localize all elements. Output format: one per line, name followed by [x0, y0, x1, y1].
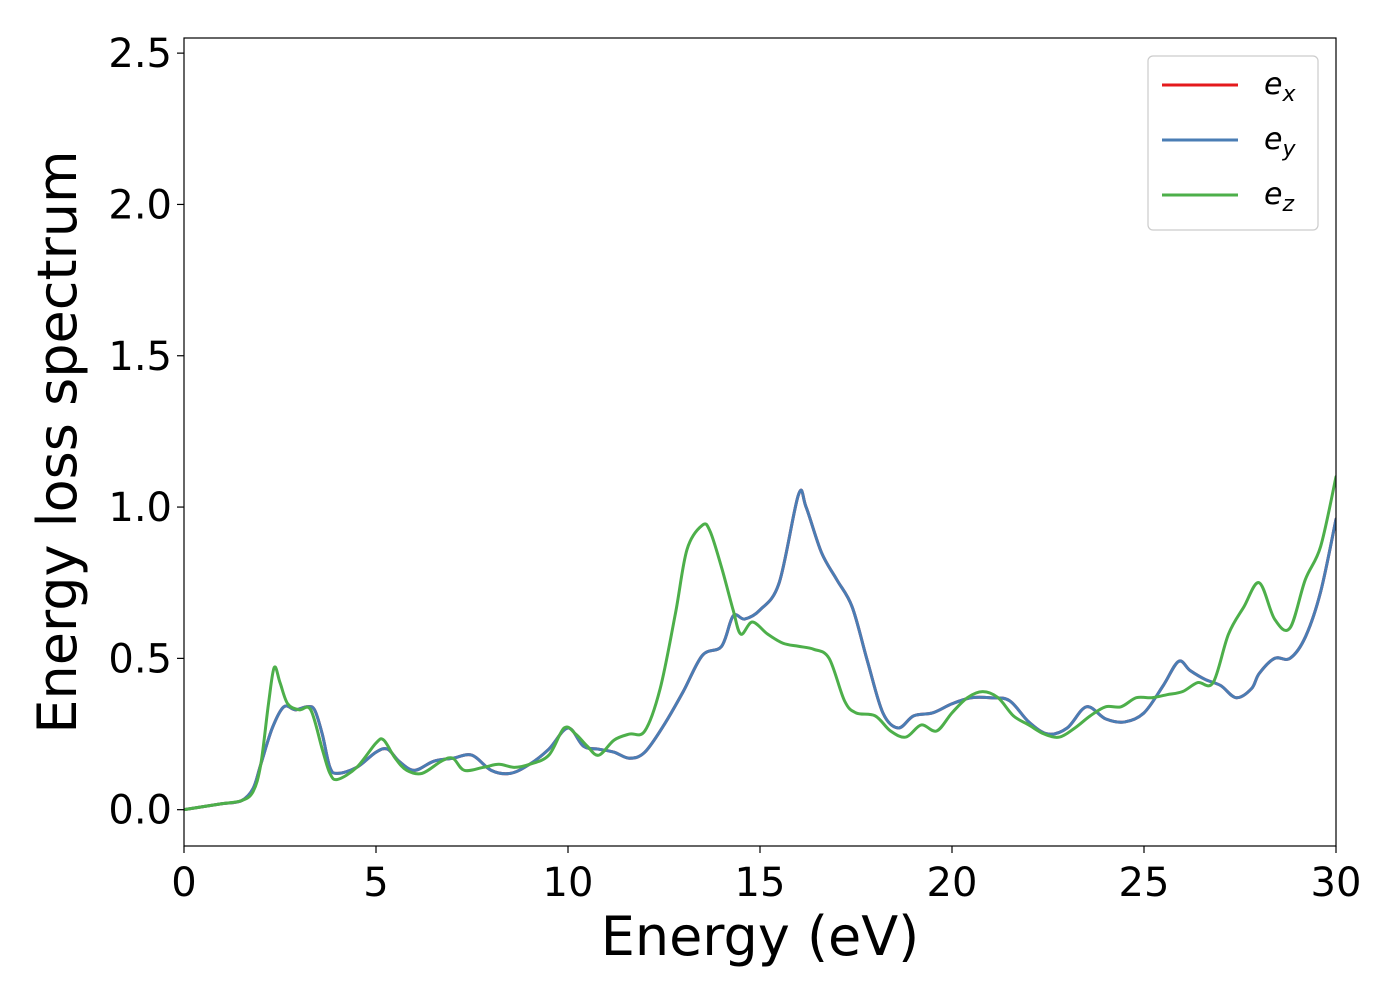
legend-label-y: ey [1264, 122, 1296, 162]
legend-label-x: ex [1264, 67, 1296, 107]
x-tick-label: 15 [735, 860, 786, 906]
x-axis: 0 5 10 15 20 25 30 [171, 846, 1361, 906]
series-layer [184, 475, 1336, 812]
series-line-z [184, 475, 1336, 812]
x-tick-label: 25 [1119, 860, 1170, 906]
x-axis-title: Energy (eV) [601, 905, 920, 968]
legend-label-z: ez [1264, 177, 1294, 217]
y-tick-label: 1.5 [108, 334, 172, 380]
y-tick-label: 0.5 [108, 636, 172, 682]
x-tick-label: 5 [363, 860, 388, 906]
legend-label-base: e [1264, 177, 1282, 212]
x-tick-label: 10 [543, 860, 594, 906]
x-tick-label: 20 [927, 860, 978, 906]
y-tick-label: 0.0 [108, 788, 172, 834]
x-tick-label: 0 [171, 860, 196, 906]
x-tick-label: 30 [1311, 860, 1362, 906]
legend-label-base: e [1264, 122, 1282, 157]
legend-label-subscript: z [1281, 192, 1294, 217]
legend-label-subscript: y [1281, 137, 1296, 162]
y-tick-label: 2.5 [108, 31, 172, 77]
series-line-y [184, 488, 1336, 812]
legend-label-subscript: x [1281, 82, 1296, 107]
legend-box [1147, 55, 1319, 231]
y-axis: 0.0 0.5 1.0 1.5 2.0 2.5 [108, 31, 184, 834]
legend-label-base: e [1264, 67, 1282, 102]
y-tick-label: 1.0 [108, 485, 172, 531]
y-tick-label: 2.0 [108, 182, 172, 228]
y-axis-title: Energy loss spectrum [26, 150, 89, 733]
